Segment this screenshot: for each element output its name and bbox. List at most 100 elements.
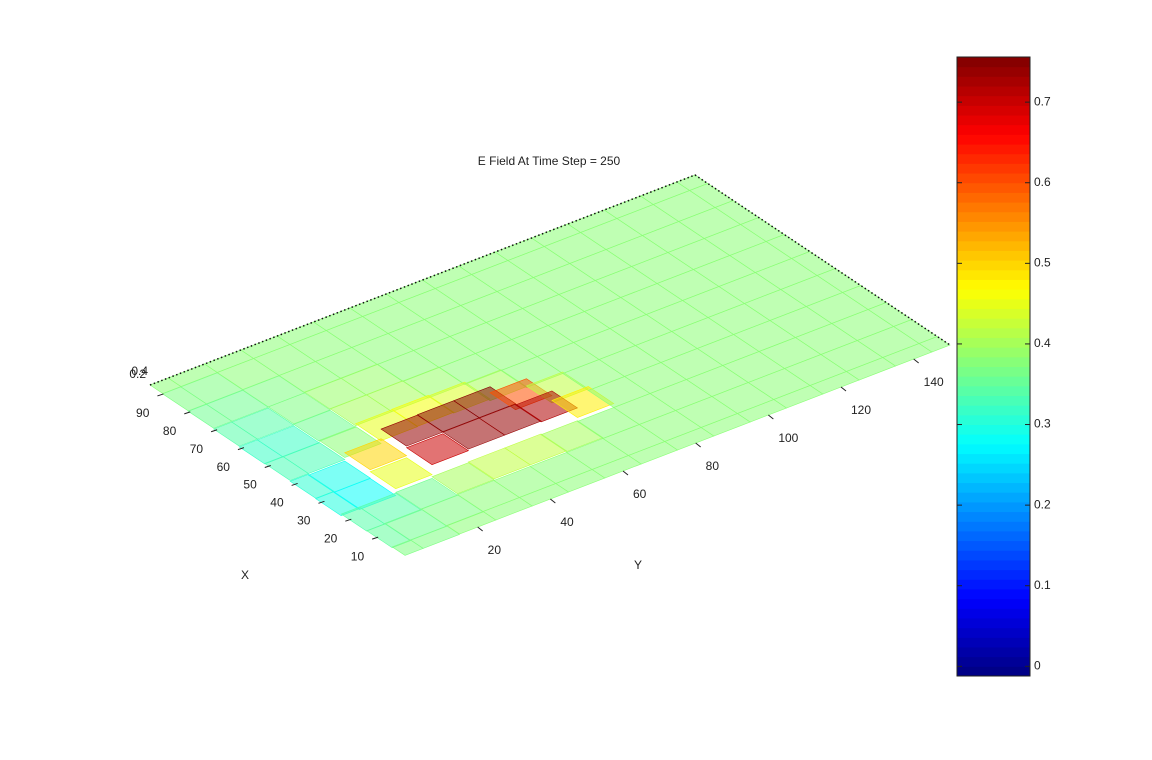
colorbar-band [957, 86, 1030, 97]
x-tick-label: 50 [243, 478, 257, 492]
colorbar-band [957, 453, 1030, 464]
colorbar-band [957, 192, 1030, 203]
colorbar-band [957, 521, 1030, 532]
colorbar-tick-label: 0 [1034, 659, 1041, 673]
x-tick [291, 482, 298, 486]
surface-cell [369, 457, 433, 490]
x-tick-label: 80 [163, 424, 177, 438]
colorbar-band [957, 434, 1030, 445]
colorbar-band [957, 221, 1030, 232]
y-tick-label: 20 [488, 543, 502, 557]
y-tick [550, 498, 556, 504]
colorbar-band [957, 173, 1030, 184]
colorbar-band [957, 405, 1030, 416]
colorbar-band [957, 134, 1030, 145]
colorbar-band [957, 627, 1030, 638]
y-tick [913, 358, 919, 364]
y-tick [477, 526, 483, 532]
colorbar-tick-label: 0.3 [1034, 417, 1051, 431]
surface-cell [282, 442, 346, 474]
x-tick-label: 70 [190, 442, 204, 456]
colorbar-band [957, 95, 1030, 106]
x-tick [184, 411, 191, 415]
colorbar-band [957, 366, 1030, 377]
colorbar-band [957, 588, 1030, 600]
colorbar-band [957, 269, 1030, 280]
colorbar-band [957, 646, 1030, 658]
surface-cell [409, 525, 461, 549]
x-tick-label: 60 [217, 460, 231, 474]
colorbar-band [957, 308, 1030, 319]
colorbar-band [957, 530, 1030, 542]
x-tick [237, 447, 245, 451]
surface-cell [380, 414, 444, 447]
colorbar-band [957, 347, 1030, 358]
colorbar-tick-label: 0.4 [1034, 336, 1051, 350]
colorbar-band [957, 666, 1030, 677]
colorbar-band [957, 608, 1030, 619]
colorbar-tick-label: 0.7 [1034, 94, 1051, 108]
y-tick-label: 120 [851, 403, 871, 417]
x-tick-label: 30 [297, 513, 311, 527]
colorbar-band [957, 424, 1030, 435]
colorbar-band [957, 327, 1030, 338]
colorbar-band [957, 153, 1030, 164]
colorbar-band [957, 337, 1030, 348]
colorbar-band [957, 569, 1030, 580]
colorbar-band [957, 395, 1030, 406]
colorbar-band [957, 163, 1030, 174]
colorbar-band [957, 472, 1030, 484]
colorbar-band [957, 356, 1030, 367]
colorbar-band [957, 482, 1030, 493]
colorbar-band [957, 124, 1030, 135]
surface-cell [405, 433, 470, 466]
colorbar-band [957, 414, 1030, 426]
y-tick [622, 470, 629, 476]
x-tick-label: 20 [324, 531, 338, 545]
colorbar-band [957, 240, 1030, 251]
colorbar-band [957, 211, 1030, 222]
colorbar-band [957, 656, 1030, 667]
colorbar-band [957, 443, 1030, 455]
surface-cell [205, 389, 269, 422]
surface-cell [267, 392, 331, 425]
colorbar-band [957, 579, 1030, 590]
y-tick-label: 140 [924, 375, 944, 389]
y-tick-label: 100 [778, 431, 798, 445]
colorbar-band [957, 279, 1030, 290]
y-tick [768, 414, 774, 420]
colorbar-band [957, 511, 1030, 522]
colorbar-tick-label: 0.5 [1034, 256, 1051, 270]
colorbar-band [957, 57, 1030, 68]
colorbar-tick-label: 0.1 [1034, 578, 1051, 592]
x-tick [157, 393, 164, 397]
surface-edge [149, 174, 951, 386]
z-tick-label: 0.4 [131, 364, 148, 378]
colorbar-band [957, 260, 1030, 271]
colorbar-band [957, 385, 1030, 397]
colorbar-band [957, 492, 1030, 503]
x-tick [264, 465, 271, 469]
colorbar-frame [956, 56, 1031, 677]
colorbar-band [957, 598, 1030, 609]
y-tick-label: 60 [633, 487, 647, 501]
x-tick [318, 500, 325, 504]
x-axis-label: X [241, 568, 249, 582]
x-tick-label: 40 [270, 496, 284, 510]
surface-cell [307, 460, 371, 493]
colorbar-band [957, 637, 1030, 648]
colorbar-band [957, 540, 1030, 551]
x-tick [345, 518, 352, 522]
colorbar-band [957, 115, 1030, 126]
colorbar-band [957, 66, 1030, 77]
surface-cell [918, 336, 951, 353]
surface-cell [180, 372, 244, 405]
colorbar-band [957, 182, 1030, 193]
x-tick-label: 90 [136, 406, 150, 420]
surface-cell [289, 473, 335, 499]
colorbar-band [957, 318, 1030, 329]
colorbar-band [957, 202, 1030, 213]
colorbar-band [957, 463, 1030, 474]
y-tick [840, 386, 847, 392]
